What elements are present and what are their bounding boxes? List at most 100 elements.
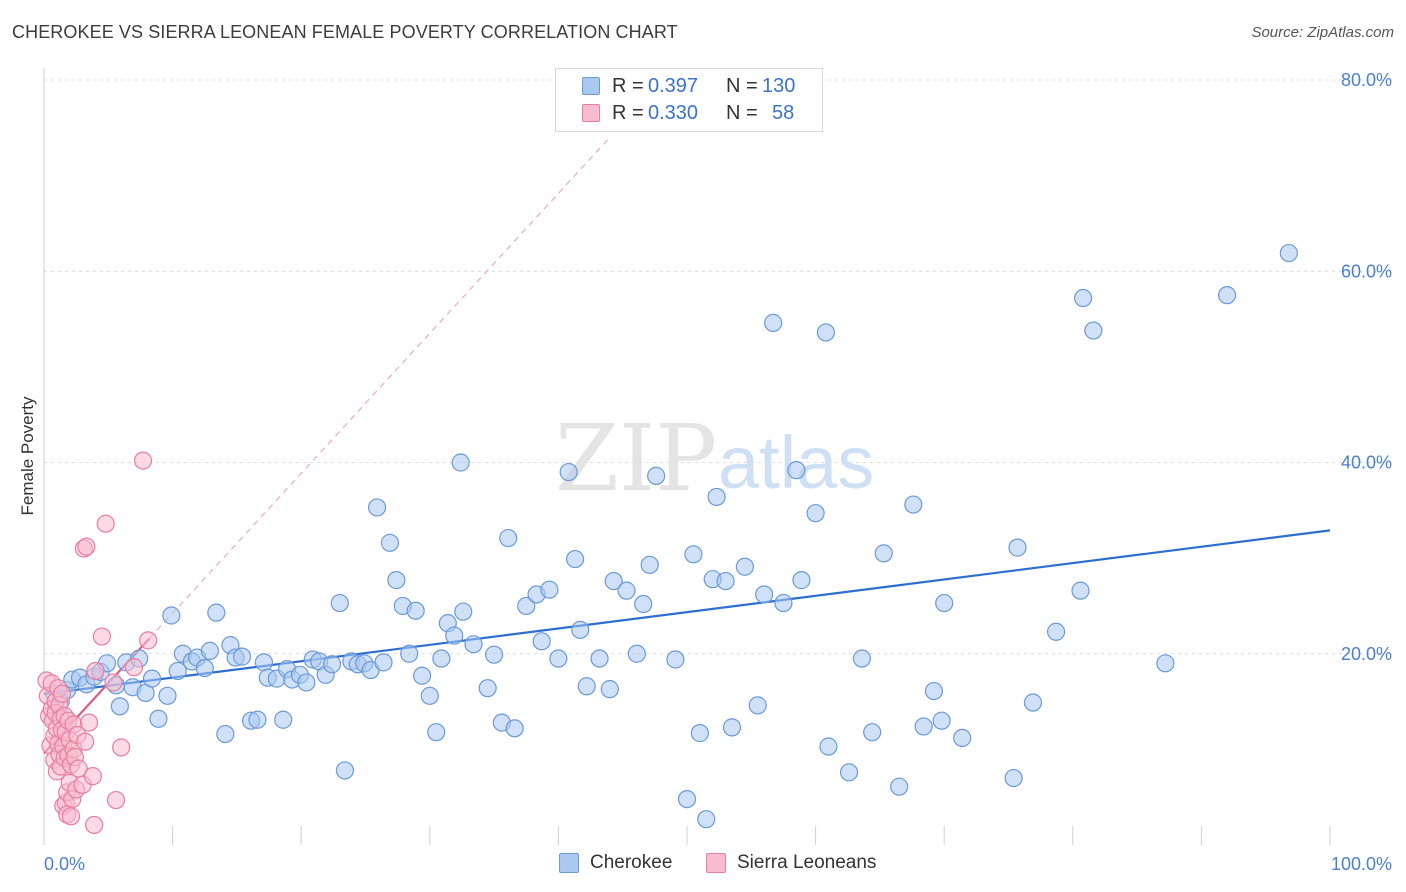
point-cherokee-15 bbox=[142, 669, 162, 688]
point-cherokee-60 bbox=[432, 649, 451, 668]
point-cherokee-64 bbox=[454, 602, 473, 621]
point-cherokee-122 bbox=[1071, 581, 1090, 600]
point-cherokee-62 bbox=[445, 626, 464, 645]
axis-labels: 20.0% 40.0% 60.0% 80.0% 0.0% 100.0% Female Pov… bbox=[18, 70, 1392, 874]
point-cherokee-118 bbox=[1004, 768, 1023, 788]
point-sierra-leoneans-34 bbox=[61, 807, 81, 826]
point-cherokee-88 bbox=[666, 650, 685, 669]
point-cherokee-75 bbox=[549, 649, 568, 668]
point-cherokee-65 bbox=[464, 635, 483, 654]
legend-r-label: R = bbox=[612, 102, 644, 124]
point-cherokee-45 bbox=[335, 761, 355, 780]
point-cherokee-97 bbox=[735, 557, 754, 576]
source-label: Source: ZipAtlas.com bbox=[1251, 24, 1394, 41]
x-tick-label-max: 100.0% bbox=[1331, 854, 1392, 874]
point-cherokee-50 bbox=[367, 498, 387, 517]
point-sierra-leoneans-44 bbox=[76, 732, 95, 751]
point-cherokee-117 bbox=[953, 728, 972, 748]
point-cherokee-108 bbox=[852, 649, 871, 668]
point-cherokee-124 bbox=[1084, 321, 1103, 340]
legend-r-value-sierra-leoneans: 0.330 bbox=[648, 102, 699, 124]
point-cherokee-123 bbox=[1073, 288, 1093, 308]
point-sierra-leoneans-45 bbox=[77, 537, 96, 556]
point-cherokee-113 bbox=[914, 717, 933, 736]
point-cherokee-66 bbox=[478, 679, 497, 698]
point-sierra-leoneans-53 bbox=[106, 790, 126, 810]
point-cherokee-77 bbox=[566, 549, 585, 569]
point-sierra-leoneans-20 bbox=[52, 684, 72, 704]
point-cherokee-110 bbox=[874, 544, 893, 563]
point-cherokee-127 bbox=[1279, 243, 1298, 263]
point-cherokee-17 bbox=[158, 686, 177, 705]
point-cherokee-63 bbox=[451, 453, 470, 472]
trend-extension-sierra-leoneans bbox=[149, 136, 611, 639]
point-cherokee-58 bbox=[420, 686, 439, 705]
point-cherokee-120 bbox=[1023, 693, 1043, 712]
legend: R = 0.397 N = 130 R = 0.330 N = 58 bbox=[555, 68, 823, 132]
point-cherokee-55 bbox=[400, 644, 419, 663]
point-cherokee-101 bbox=[774, 593, 793, 613]
point-cherokee-90 bbox=[684, 545, 703, 564]
point-sierra-leoneans-47 bbox=[83, 767, 102, 786]
watermark: ZIPatlas bbox=[555, 405, 874, 512]
point-cherokee-94 bbox=[707, 487, 726, 507]
point-cherokee-18 bbox=[162, 606, 181, 625]
bottom-legend-label-cherokee: Cherokee bbox=[590, 852, 673, 873]
legend-n-label: N = bbox=[726, 102, 758, 124]
x-tick-label-min: 0.0% bbox=[44, 854, 85, 874]
legend-n-label: N = bbox=[726, 75, 758, 97]
point-cherokee-70 bbox=[505, 719, 524, 738]
point-cherokee-106 bbox=[819, 737, 838, 756]
point-sierra-leoneans-57 bbox=[139, 631, 158, 650]
point-sierra-leoneans-54 bbox=[112, 738, 131, 757]
point-cherokee-57 bbox=[412, 666, 432, 685]
point-cherokee-102 bbox=[787, 461, 806, 480]
legend-r-label: R = bbox=[612, 75, 644, 97]
bottom-legend-label-sierra-leoneans: Sierra Leoneans bbox=[737, 852, 877, 873]
y-tick-label-60: 60.0% bbox=[1341, 261, 1392, 281]
point-cherokee-83 bbox=[617, 581, 636, 600]
legend-row-sierra-leoneans: R = 0.330 N = 58 bbox=[556, 102, 822, 126]
point-cherokee-43 bbox=[322, 655, 342, 674]
y-tick-label-80: 80.0% bbox=[1341, 70, 1392, 90]
point-cherokee-96 bbox=[722, 718, 742, 737]
point-cherokee-44 bbox=[330, 593, 349, 613]
point-cherokee-51 bbox=[374, 653, 393, 672]
point-cherokee-86 bbox=[640, 555, 659, 574]
point-sierra-leoneans-51 bbox=[96, 514, 115, 533]
y-tick-label-20: 20.0% bbox=[1341, 644, 1392, 664]
point-cherokee-81 bbox=[600, 680, 619, 699]
point-cherokee-25 bbox=[207, 603, 226, 622]
legend-row-cherokee: R = 0.397 N = 130 bbox=[556, 75, 822, 99]
data-points bbox=[37, 243, 1298, 835]
point-sierra-leoneans-55 bbox=[124, 658, 144, 677]
watermark-zip: ZIP bbox=[555, 405, 717, 512]
point-cherokee-79 bbox=[577, 677, 596, 696]
point-cherokee-114 bbox=[924, 681, 944, 701]
point-cherokee-35 bbox=[274, 710, 293, 729]
point-cherokee-39 bbox=[297, 673, 316, 692]
point-cherokee-100 bbox=[764, 313, 783, 332]
point-cherokee-87 bbox=[647, 466, 666, 485]
point-cherokee-10 bbox=[110, 697, 129, 716]
point-cherokee-126 bbox=[1218, 286, 1237, 305]
point-sierra-leoneans-49 bbox=[86, 661, 105, 681]
point-cherokee-107 bbox=[839, 763, 859, 782]
point-cherokee-52 bbox=[380, 533, 400, 552]
point-cherokee-104 bbox=[806, 504, 825, 523]
point-cherokee-56 bbox=[406, 601, 425, 620]
point-sierra-leoneans-46 bbox=[79, 713, 99, 732]
point-cherokee-73 bbox=[532, 632, 551, 651]
point-cherokee-105 bbox=[816, 323, 835, 342]
y-tick-label-40: 40.0% bbox=[1341, 453, 1392, 473]
point-cherokee-71 bbox=[517, 596, 536, 616]
point-cherokee-74 bbox=[540, 580, 559, 599]
point-cherokee-119 bbox=[1008, 538, 1027, 557]
legend-r-value-cherokee: 0.397 bbox=[648, 75, 699, 97]
point-sierra-leoneans-50 bbox=[92, 627, 111, 646]
point-cherokee-26 bbox=[216, 724, 235, 744]
point-cherokee-80 bbox=[590, 649, 609, 668]
point-cherokee-115 bbox=[932, 711, 951, 730]
y-axis-label: Female Poverty bbox=[18, 396, 37, 516]
point-cherokee-84 bbox=[627, 644, 646, 663]
